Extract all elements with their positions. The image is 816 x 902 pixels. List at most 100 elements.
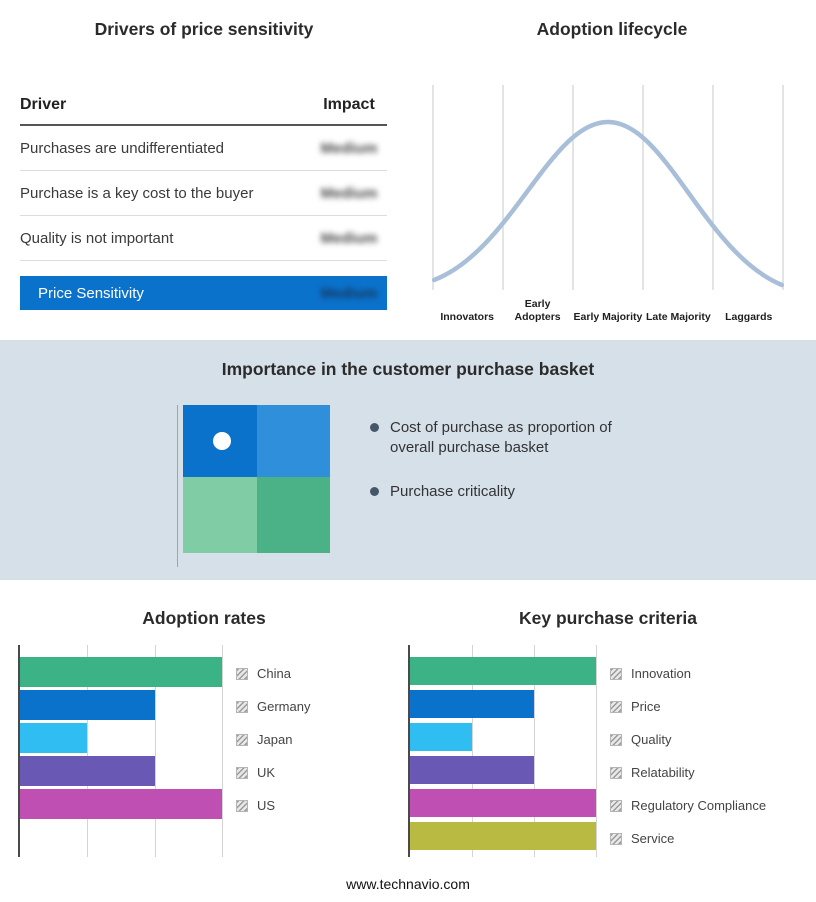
driver-cell: Purchase is a key cost to the buyer <box>20 184 254 202</box>
legend-swatch-icon <box>610 766 622 779</box>
legend-item: Quality <box>610 723 766 756</box>
legend-label: Germany <box>257 699 311 714</box>
lifecycle-panel: Adoption lifecycle Innovators Early <box>408 0 816 340</box>
legend-label: Regulatory Compliance <box>631 798 767 813</box>
bar-germany <box>20 690 155 720</box>
gridline <box>87 645 89 857</box>
basket-title: Importance in the customer purchase bask… <box>221 359 595 379</box>
bullet-item: Purchase criticality <box>370 482 640 502</box>
bar-service <box>410 822 596 850</box>
footer-url: www.technavio.com <box>346 876 470 892</box>
legend-swatch-icon <box>610 799 622 812</box>
drivers-table-header: Driver Impact <box>20 88 387 126</box>
lifecycle-title: Adoption lifecycle <box>536 19 688 39</box>
gridline <box>471 645 473 857</box>
legend-item: Price <box>610 690 766 723</box>
legend-label: Japan <box>257 732 293 747</box>
impact-cell-redacted: Medium <box>320 139 378 157</box>
legend-label: Relatability <box>631 765 695 780</box>
key-purchase-criteria-plot: Innovation Price Quality Relatability Re… <box>408 645 808 857</box>
table-row: Quality is not important Medium <box>20 216 387 261</box>
legend-label: Innovation <box>631 666 691 681</box>
bullet-item: Cost of purchase as proportion of overal… <box>370 418 640 458</box>
legend-swatch-icon <box>236 799 248 812</box>
key-purchase-criteria-legend: Innovation Price Quality Relatability Re… <box>610 657 766 857</box>
stage-label-late-majority: Late Majority <box>645 310 711 323</box>
quadrant-top-left <box>183 405 257 477</box>
lifecycle-gridlines <box>432 85 784 290</box>
legend-swatch-icon <box>236 667 248 680</box>
bar-innovation <box>410 657 596 685</box>
key-purchase-criteria-title: Key purchase criteria <box>518 608 697 628</box>
drivers-table: Driver Impact Purchases are undifferenti… <box>20 88 387 310</box>
adoption-rates-legend: China Germany Japan UK US <box>236 657 310 857</box>
quadrant-axis-line <box>177 405 178 567</box>
stage-label-early-adopters: Early Adopters <box>514 298 561 323</box>
legend-item: Innovation <box>610 657 766 690</box>
key-purchase-criteria-plot-area <box>408 645 597 857</box>
stage-label-innovators: Innovators <box>440 310 495 323</box>
adoption-rates-plot: China Germany Japan UK US <box>18 645 390 857</box>
stage-label-early-majority: Early Majority <box>573 310 643 323</box>
legend-swatch-icon <box>610 733 622 746</box>
impact-cell-redacted: Medium <box>320 184 378 202</box>
legend-label: Quality <box>631 732 672 747</box>
bar-price <box>410 690 534 718</box>
bar-relatability <box>410 756 534 784</box>
legend-item: UK <box>236 756 310 789</box>
bullet-icon <box>370 423 379 432</box>
bullet-icon <box>370 486 379 496</box>
bar-uk <box>20 756 155 786</box>
purchase-basket-quadrant <box>177 405 330 567</box>
lifecycle-stage-labels: Innovators Early Adopters Early Majority… <box>432 298 784 323</box>
purchase-basket-section: Importance in the customer purchase bask… <box>0 340 816 580</box>
adoption-rates-chart: Adoption rates China Germany Japan UK <box>18 580 390 857</box>
position-dot <box>213 432 231 450</box>
bar-china <box>20 657 222 687</box>
lifecycle-chart: Innovators Early Adopters Early Majority… <box>431 85 785 323</box>
legend-swatch-icon <box>610 832 622 845</box>
bullet-text: Cost of purchase as proportion of overal… <box>390 419 612 456</box>
gridline <box>154 645 156 857</box>
legend-swatch-icon <box>236 733 248 746</box>
adoption-rates-title: Adoption rates <box>142 608 266 628</box>
legend-item: China <box>236 657 310 690</box>
gridline <box>222 645 223 857</box>
legend-label: Price <box>631 699 661 714</box>
legend-item: US <box>236 789 310 822</box>
bar-japan <box>20 723 88 753</box>
legend-item: Germany <box>236 690 310 723</box>
legend-label: China <box>257 666 291 681</box>
drivers-title: Drivers of price sensitivity <box>94 19 314 39</box>
bell-curve-svg <box>431 85 785 290</box>
legend-label: Service <box>631 831 675 846</box>
driver-cell: Quality is not important <box>20 229 174 247</box>
price-sensitivity-label: Price Sensitivity <box>38 284 144 302</box>
legend-label: US <box>257 798 276 813</box>
bar-us <box>20 789 222 819</box>
bar-quality <box>410 723 472 751</box>
gridline <box>596 645 597 857</box>
top-section: Drivers of price sensitivity Driver Impa… <box>0 0 816 340</box>
column-header-impact: Impact <box>323 96 375 113</box>
legend-item: Japan <box>236 723 310 756</box>
impact-cell-redacted: Medium <box>320 284 378 302</box>
quadrant-bottom-right <box>257 477 330 553</box>
adoption-rates-plot-area <box>18 645 223 857</box>
price-sensitivity-row: Price Sensitivity Medium <box>20 276 387 310</box>
bar-regulatory-compliance <box>410 789 596 817</box>
quadrant-top-right <box>257 405 330 477</box>
legend-swatch-icon <box>236 766 248 779</box>
legend-item: Regulatory Compliance <box>610 789 766 822</box>
legend-item: Service <box>610 822 766 855</box>
bottom-section: Adoption rates China Germany Japan UK <box>0 580 816 880</box>
legend-swatch-icon <box>610 667 622 680</box>
key-purchase-criteria-chart: Key purchase criteria Innovation Price <box>408 580 808 857</box>
legend-label: UK <box>257 765 276 780</box>
legend-item: Relatability <box>610 756 766 789</box>
gridline <box>534 645 535 857</box>
drivers-panel: Drivers of price sensitivity Driver Impa… <box>0 0 408 340</box>
legend-swatch-icon <box>610 700 622 713</box>
quadrant-grid <box>183 405 330 553</box>
